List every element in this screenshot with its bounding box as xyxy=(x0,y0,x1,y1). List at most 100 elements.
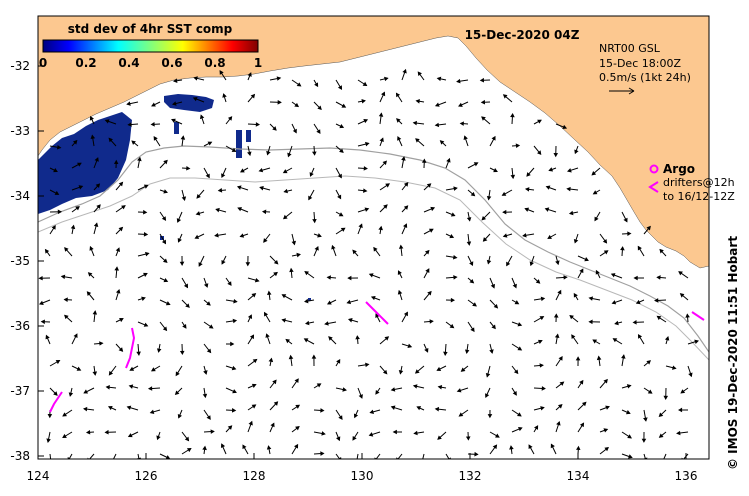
current-vector-head xyxy=(446,157,451,163)
current-vector-head xyxy=(337,85,343,90)
current-vector-head xyxy=(263,238,268,243)
current-vector-head xyxy=(39,300,44,306)
current-vector-head xyxy=(385,183,390,188)
current-vector-head xyxy=(314,245,319,251)
current-vector-head xyxy=(149,409,155,414)
current-vector-head xyxy=(249,334,255,340)
current-vector-head xyxy=(263,311,269,317)
current-vector-head xyxy=(77,162,82,167)
current-vector-head xyxy=(502,94,508,99)
current-vector-head xyxy=(336,359,341,364)
current-vector-head xyxy=(489,349,494,354)
current-vector-head xyxy=(95,183,101,188)
current-vector-head xyxy=(528,444,533,450)
current-vector-head xyxy=(403,223,408,229)
current-vector-head xyxy=(540,406,545,411)
current-vector-head xyxy=(481,215,487,221)
current-vector-head xyxy=(602,238,608,244)
current-vector-head xyxy=(295,425,300,431)
velocity-scale: 0.5m/s (1kt 24h) xyxy=(599,71,691,84)
current-vector-head xyxy=(397,270,402,275)
current-vector-head xyxy=(363,166,368,171)
current-vector-head xyxy=(165,301,171,306)
current-vector-head xyxy=(230,341,235,347)
current-vector-head xyxy=(89,115,94,121)
current-vector-head xyxy=(358,394,363,399)
current-vector-head xyxy=(412,384,418,389)
isobath-line xyxy=(38,175,709,361)
current-vector-head xyxy=(621,354,626,359)
current-vector-head xyxy=(162,326,168,332)
current-vector-head xyxy=(390,387,396,392)
current-vector-head xyxy=(179,350,185,356)
colorbar: std dev of 4hr SST comp 0 0.2 0.4 0.6 0.… xyxy=(39,22,262,70)
colorbar-gradient xyxy=(42,39,259,53)
current-vector-head xyxy=(291,240,297,246)
current-vector-head xyxy=(317,233,322,238)
current-vector-head xyxy=(534,425,539,430)
current-vector-head xyxy=(115,247,121,252)
current-vector-head xyxy=(292,128,297,134)
current-vector xyxy=(137,453,140,459)
current-vector-head xyxy=(678,271,683,276)
current-vector-head xyxy=(566,186,571,192)
map-title: 15-Dec-2020 04Z xyxy=(465,28,580,42)
current-vector-head xyxy=(628,454,633,459)
current-vector-head xyxy=(272,126,277,131)
current-vector-head xyxy=(592,339,598,344)
current-vector-head xyxy=(50,462,53,465)
lon-label: 128 xyxy=(243,469,266,483)
current-vector-head xyxy=(677,407,683,413)
current-vector-head xyxy=(524,207,530,212)
lat-label: -35 xyxy=(10,254,30,268)
drifter-legend: Argo drifters@12h to 16/12-12Z xyxy=(648,162,735,203)
current-vector-head xyxy=(573,238,579,244)
current-vector xyxy=(88,453,95,459)
current-vector-head xyxy=(196,193,201,199)
current-vector-head xyxy=(51,224,56,230)
current-vector-head xyxy=(156,348,162,353)
current-vector-head xyxy=(242,444,247,450)
current-vector-head xyxy=(517,412,522,417)
current-vector-head xyxy=(221,173,226,179)
current-vector-head xyxy=(308,195,313,201)
current-vector-head xyxy=(381,91,386,97)
current-vector-head xyxy=(614,320,619,326)
current-vector-head xyxy=(430,206,436,212)
current-vector-head xyxy=(114,266,119,271)
current-vector-head xyxy=(584,256,589,262)
current-vector-head xyxy=(510,112,515,118)
current-vector-head xyxy=(62,412,67,417)
current-vector-head xyxy=(64,247,69,252)
current-vector-head xyxy=(474,451,479,457)
current-vector-head xyxy=(64,314,69,320)
current-vector-head xyxy=(358,223,363,229)
current-vector-head xyxy=(312,218,317,224)
current-vector-head xyxy=(83,389,89,394)
current-vector-head xyxy=(347,275,352,281)
current-vector-head xyxy=(595,269,600,275)
current-vector-head xyxy=(303,338,309,343)
current-vector-head xyxy=(506,261,511,267)
current-vector-head xyxy=(254,277,260,283)
current-vector-head xyxy=(314,82,319,88)
current-vector-head xyxy=(150,122,155,127)
current-vector-head xyxy=(594,216,599,222)
current-vector-head xyxy=(548,167,554,172)
current-vector-head xyxy=(610,273,616,278)
lon-label: 134 xyxy=(567,469,590,483)
current-vector-head xyxy=(251,404,257,409)
current-vector-head xyxy=(436,366,442,372)
current-vector-head xyxy=(491,135,496,141)
current-vector-head xyxy=(434,406,440,412)
current-vector-head xyxy=(107,405,113,411)
current-vector-head xyxy=(555,260,560,266)
current-vector-head xyxy=(439,140,445,145)
current-vector-head xyxy=(285,338,290,344)
current-vector-head xyxy=(414,369,420,374)
current-vector-head xyxy=(518,427,523,432)
current-vector-head xyxy=(153,136,158,141)
current-vector-head xyxy=(121,205,126,210)
current-vector-head xyxy=(348,318,353,323)
current-vector-head xyxy=(382,369,388,375)
